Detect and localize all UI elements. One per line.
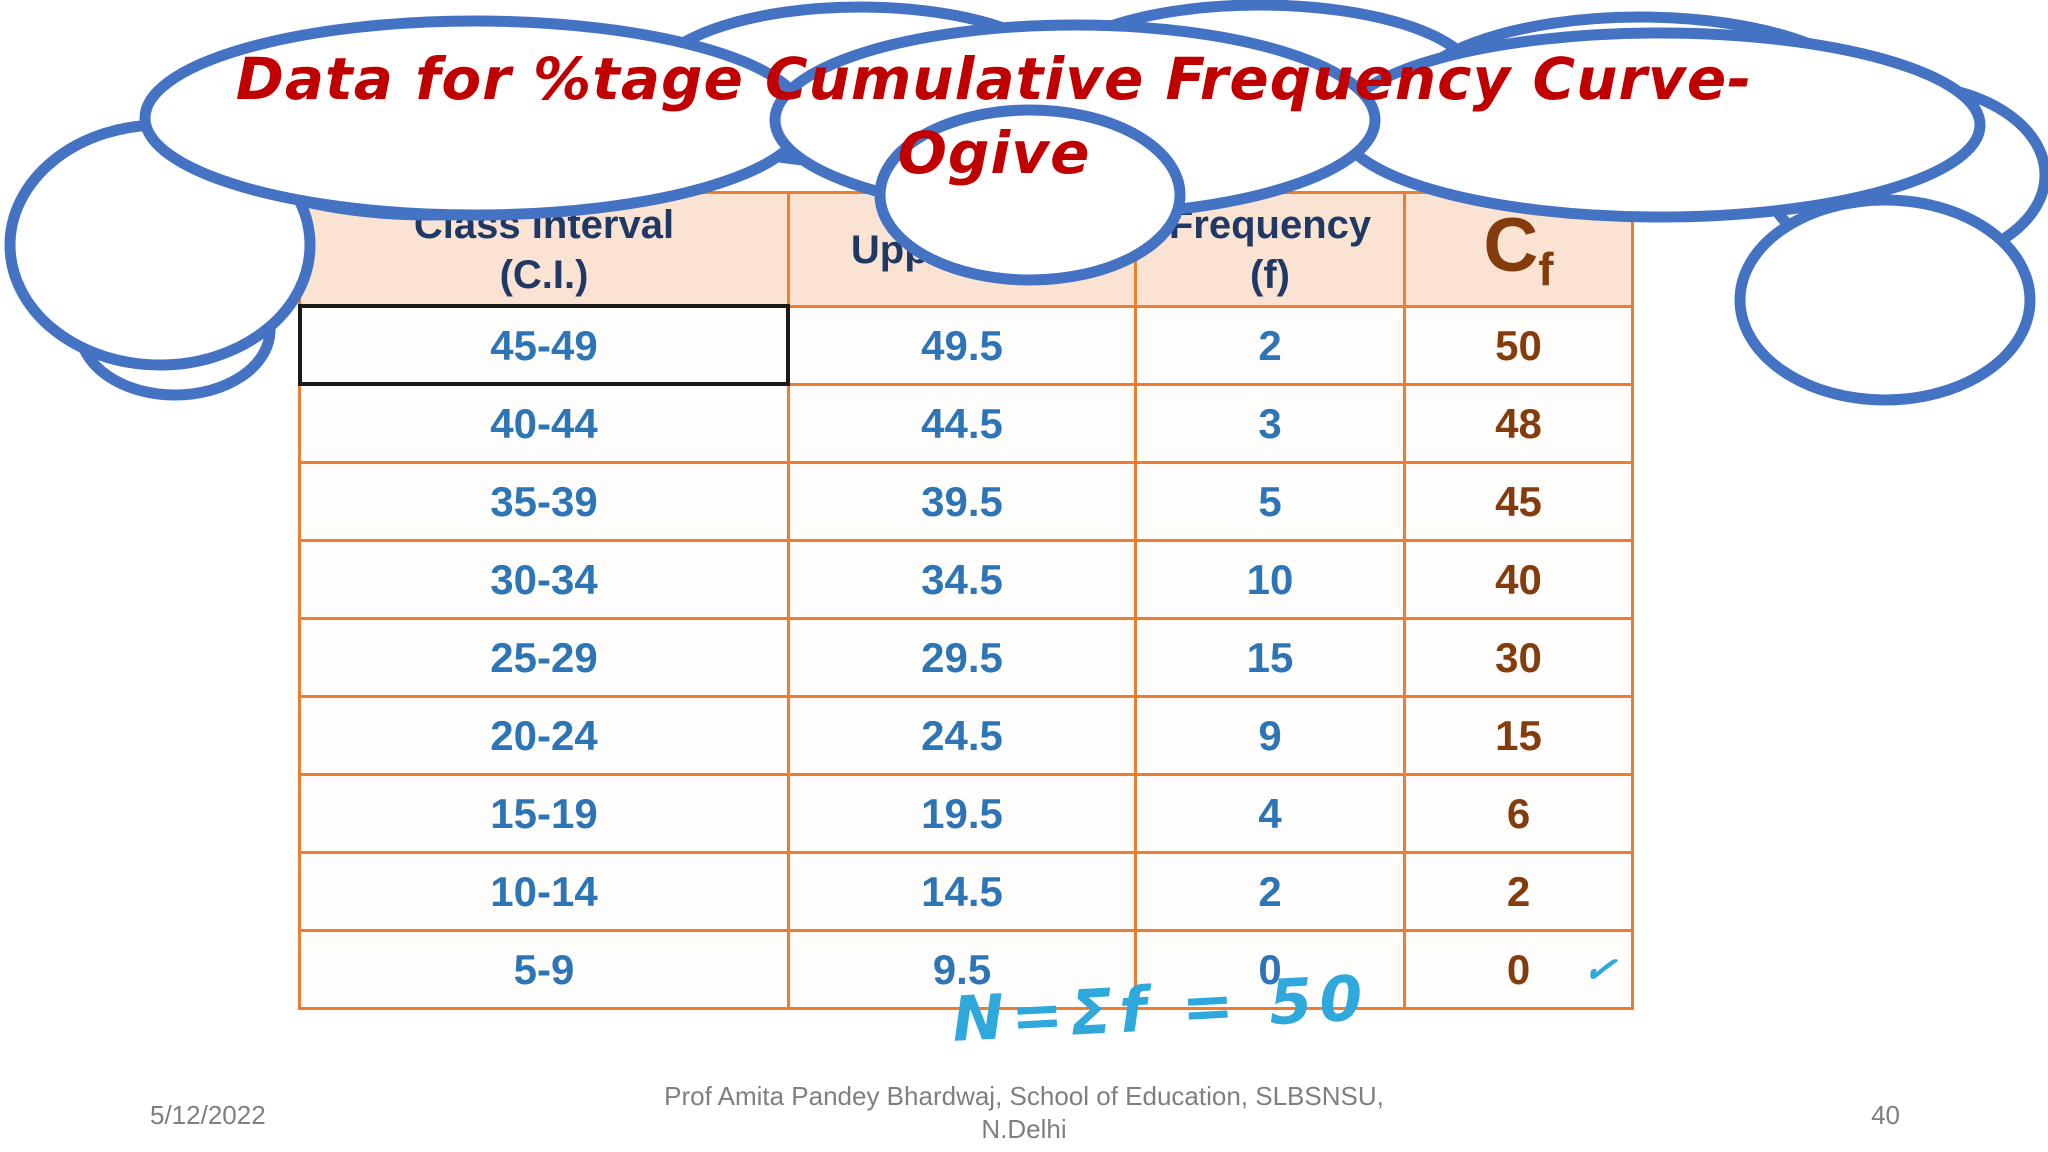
cf-cell: 40 (1403, 539, 1634, 620)
ci-cell: 35-39 (298, 461, 790, 542)
header-upper-limit: Upper Limit (787, 191, 1137, 308)
ci-cell: 25-29 (298, 617, 790, 698)
slide-title-line1: Data for %tage Cumulative Frequency Curv… (235, 45, 1753, 113)
header-frequency-line2: (f) (1250, 252, 1290, 297)
frequency-cell: 0 (1134, 929, 1406, 1010)
header-frequency-line1: Frequency (1168, 202, 1372, 247)
frequency-cell: 4 (1134, 773, 1406, 854)
upper-limit-cell: 34.5 (787, 539, 1137, 620)
table-row: 30-34 34.5 10 40 (298, 539, 1634, 620)
header-frequency: Frequency (f) (1134, 191, 1406, 308)
frequency-cell: 5 (1134, 461, 1406, 542)
ci-cell: 30-34 (298, 539, 790, 620)
upper-limit-cell: 9.5 (787, 929, 1137, 1010)
cf-cell: 15 (1403, 695, 1634, 776)
header-cf-subscript: f (1538, 242, 1554, 295)
upper-limit-cell: 44.5 (787, 383, 1137, 464)
slide-title-line2: Ogive (897, 119, 1091, 187)
frequency-cell: 9 (1134, 695, 1406, 776)
checkmark-annotation: ✓ (1580, 945, 1620, 995)
cf-cell: 6 (1403, 773, 1634, 854)
upper-limit-cell: 49.5 (787, 305, 1137, 386)
header-cumulative-frequency: Cf (1403, 191, 1634, 308)
footer-credit: Prof Amita Pandey Bhardwaj, School of Ed… (0, 1080, 2048, 1146)
cf-cell: 2 (1403, 851, 1634, 932)
header-cf-symbol: C (1483, 202, 1539, 288)
header-class-interval-line1: Class Interval (413, 202, 675, 247)
table-row: 5-9 9.5 0 0 ✓ (298, 929, 1634, 1010)
footer-credit-line1: Prof Amita Pandey Bhardwaj, School of Ed… (664, 1081, 1384, 1111)
footer-page-number: 40 (1871, 1100, 1900, 1130)
frequency-cell: 2 (1134, 305, 1406, 386)
table-row: 10-14 14.5 2 2 (298, 851, 1634, 932)
table-row: 35-39 39.5 5 45 (298, 461, 1634, 542)
frequency-cell: 3 (1134, 383, 1406, 464)
table-row: 45-49 49.5 2 50 (298, 305, 1634, 388)
cf-cell: 45 (1403, 461, 1634, 542)
upper-limit-cell: 29.5 (787, 617, 1137, 698)
footer-date: 5/12/2022 (150, 1100, 266, 1130)
table-row: 40-44 44.5 3 48 (298, 383, 1634, 464)
table-row: 15-19 19.5 4 6 (298, 773, 1634, 854)
header-class-interval-line2: (C.I.) (499, 252, 589, 297)
cf-cell: 30 (1403, 617, 1634, 698)
frequency-cell: 2 (1134, 851, 1406, 932)
header-class-interval: Class Interval (C.I.) (298, 191, 790, 308)
ci-cell: 5-9 (298, 929, 790, 1010)
table-header-row: Class Interval (C.I.) Upper Limit Freque… (298, 191, 1634, 308)
upper-limit-cell: 19.5 (787, 773, 1137, 854)
upper-limit-cell: 39.5 (787, 461, 1137, 542)
ci-cell: 40-44 (298, 383, 790, 464)
upper-limit-cell: 24.5 (787, 695, 1137, 776)
table-row: 25-29 29.5 15 30 (298, 617, 1634, 698)
cf-cell: 0 ✓ (1403, 929, 1634, 1010)
cf-cell: 48 (1403, 383, 1634, 464)
ci-cell-selected: 45-49 (298, 305, 792, 388)
frequency-cell: 10 (1134, 539, 1406, 620)
frequency-cell: 15 (1134, 617, 1406, 698)
ci-cell: 10-14 (298, 851, 790, 932)
upper-limit-cell: 14.5 (787, 851, 1137, 932)
cf-value: 0 (1506, 945, 1531, 993)
footer-credit-line2: N.Delhi (981, 1114, 1067, 1144)
frequency-table: Class Interval (C.I.) Upper Limit Freque… (298, 191, 1634, 1010)
ci-cell: 15-19 (298, 773, 790, 854)
cf-cell: 50 (1403, 305, 1634, 386)
table-row: 20-24 24.5 9 15 (298, 695, 1634, 776)
slide-title: Data for %tage Cumulative Frequency Curv… (4, 42, 1984, 190)
ci-cell: 20-24 (298, 695, 790, 776)
